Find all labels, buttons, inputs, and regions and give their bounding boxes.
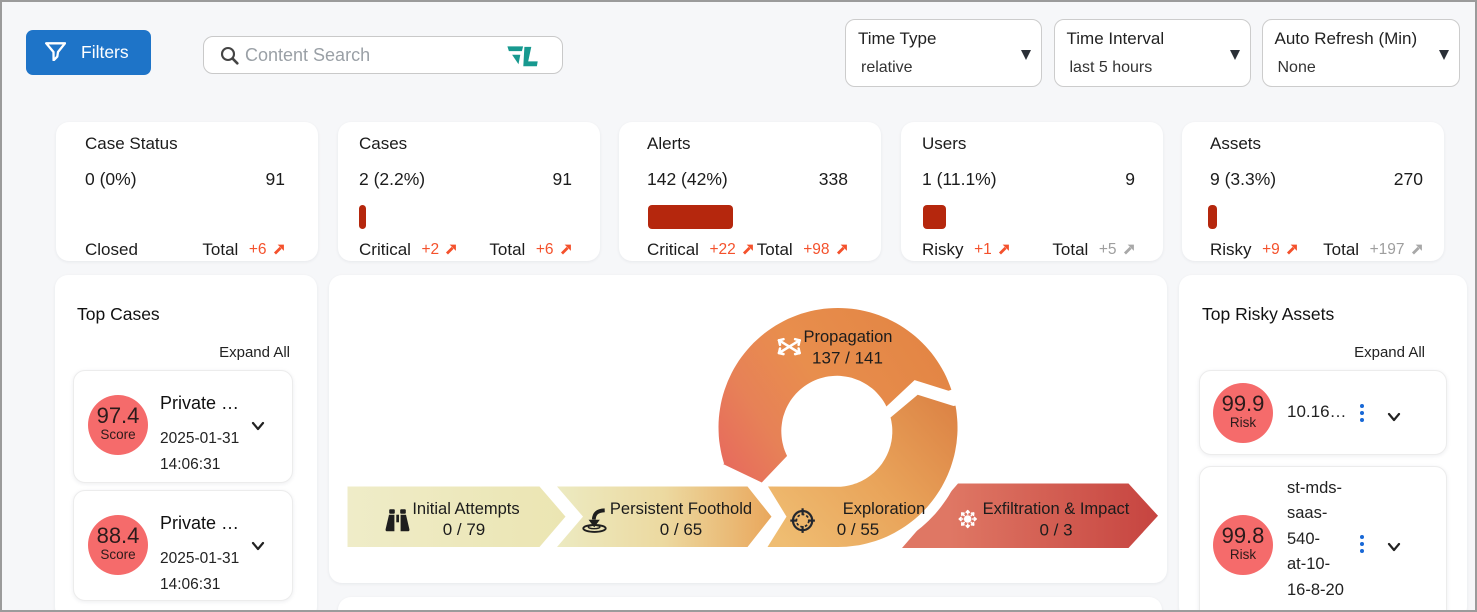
svg-text:Initial Attempts: Initial Attempts <box>412 500 519 518</box>
svg-text:Persistent Foothold: Persistent Foothold <box>610 500 752 518</box>
svg-text:0 / 55: 0 / 55 <box>837 520 880 539</box>
svg-text:0 / 79: 0 / 79 <box>443 520 486 539</box>
svg-text:137 / 141: 137 / 141 <box>812 349 883 368</box>
svg-text:0 / 65: 0 / 65 <box>660 520 703 539</box>
svg-text:Exfiltration & Impact: Exfiltration & Impact <box>983 500 1130 518</box>
svg-text:0 / 3: 0 / 3 <box>1039 521 1072 540</box>
svg-text:Propagation: Propagation <box>804 328 893 346</box>
svg-text:Exploration: Exploration <box>843 500 926 518</box>
